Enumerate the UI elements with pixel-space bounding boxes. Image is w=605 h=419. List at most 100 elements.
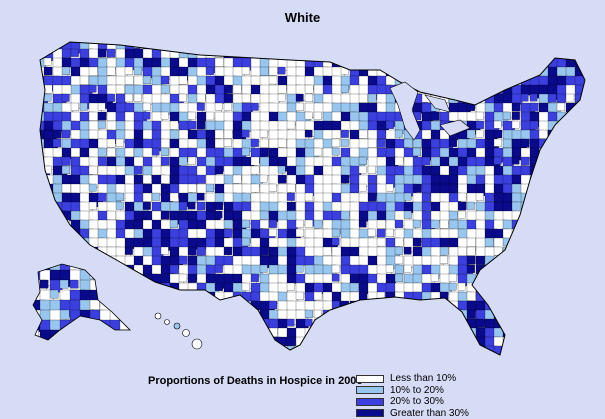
county-cell bbox=[179, 319, 189, 329]
county-cell bbox=[89, 328, 98, 337]
county-cell bbox=[449, 256, 459, 266]
county-cell bbox=[395, 49, 410, 64]
county-cell bbox=[89, 112, 98, 121]
county-cell bbox=[332, 310, 343, 321]
county-cell bbox=[179, 274, 187, 282]
county-cell bbox=[287, 103, 297, 113]
county-cell bbox=[161, 355, 173, 367]
legend-item-2: 10% to 20% bbox=[356, 385, 469, 397]
county-cell bbox=[350, 40, 361, 51]
county-cell bbox=[224, 238, 234, 248]
county-cell bbox=[269, 40, 282, 53]
county-cell bbox=[512, 238, 520, 246]
county-cell bbox=[242, 310, 257, 325]
county-cell bbox=[98, 355, 106, 363]
county-cell bbox=[278, 220, 288, 230]
county-cell bbox=[413, 328, 422, 337]
county-cell bbox=[395, 166, 404, 175]
county-cell bbox=[584, 166, 597, 179]
county-cell bbox=[368, 58, 377, 67]
county-cell bbox=[449, 85, 458, 94]
county-cell bbox=[143, 121, 152, 130]
county-cell bbox=[512, 229, 527, 244]
county-cell bbox=[476, 85, 485, 94]
county-cell bbox=[494, 283, 505, 294]
county-cell bbox=[44, 247, 56, 259]
county-cell bbox=[120, 340, 136, 356]
county-cell bbox=[584, 238, 595, 249]
county-cell bbox=[404, 310, 419, 325]
county-cell bbox=[404, 292, 414, 302]
county-cell bbox=[467, 49, 476, 58]
county-cell bbox=[305, 130, 312, 137]
county-cell bbox=[449, 265, 459, 275]
county-cell bbox=[395, 220, 403, 228]
county-cell bbox=[530, 283, 540, 293]
county-cell bbox=[557, 274, 568, 285]
county-cell bbox=[125, 292, 137, 304]
county-cell bbox=[359, 310, 371, 322]
county-cell bbox=[89, 355, 101, 367]
county-cell bbox=[575, 103, 588, 116]
county-cell bbox=[359, 40, 374, 55]
county-cell bbox=[62, 94, 69, 101]
county-cell bbox=[341, 337, 355, 351]
county-cell bbox=[413, 139, 422, 148]
county-cell bbox=[476, 148, 486, 158]
county-cell bbox=[557, 112, 572, 127]
legend-label: Less than 10% bbox=[390, 373, 456, 384]
county-cell bbox=[521, 40, 534, 53]
county-cell bbox=[467, 247, 475, 255]
county-cell bbox=[386, 184, 393, 191]
county-cell bbox=[100, 260, 114, 274]
county-cell bbox=[512, 292, 522, 302]
county-cell bbox=[368, 193, 376, 201]
county-cell bbox=[161, 328, 171, 338]
county-cell bbox=[233, 328, 245, 340]
county-cell bbox=[120, 330, 137, 347]
county-cell bbox=[575, 337, 583, 345]
county-cell bbox=[566, 148, 577, 159]
county-cell bbox=[530, 319, 542, 331]
county-cell bbox=[557, 94, 566, 103]
county-cell bbox=[269, 76, 277, 84]
county-cell bbox=[130, 280, 139, 289]
county-cell bbox=[575, 121, 589, 135]
county-cell bbox=[143, 355, 153, 365]
county-cell bbox=[80, 103, 87, 110]
county-cell bbox=[134, 274, 142, 282]
county-cell bbox=[530, 292, 540, 302]
county-cell bbox=[305, 310, 313, 318]
county-cell bbox=[134, 166, 142, 174]
county-cell bbox=[404, 139, 413, 148]
county-cell bbox=[458, 211, 465, 218]
legend-item-1: Less than 10% bbox=[356, 373, 469, 385]
county-cell bbox=[188, 175, 198, 185]
county-cell bbox=[215, 40, 228, 53]
county-cell bbox=[44, 94, 51, 101]
county-cell bbox=[89, 184, 96, 191]
county-cell bbox=[440, 310, 454, 324]
county-cell bbox=[224, 202, 234, 212]
county-cell bbox=[242, 346, 256, 360]
county-cell bbox=[584, 157, 597, 170]
county-cell bbox=[350, 310, 359, 319]
county-cell bbox=[467, 301, 477, 311]
county-cell bbox=[269, 103, 279, 113]
county-cell bbox=[224, 220, 232, 228]
county-cell bbox=[314, 49, 327, 62]
county-cell bbox=[377, 310, 386, 319]
county-cell bbox=[125, 283, 139, 297]
county-cell bbox=[575, 112, 590, 127]
county-cell bbox=[584, 112, 595, 123]
county-cell bbox=[332, 319, 344, 331]
county-cell bbox=[530, 193, 541, 204]
county-cell bbox=[251, 346, 258, 353]
county-cell bbox=[35, 229, 48, 242]
county-cell bbox=[110, 260, 119, 269]
county-cell bbox=[314, 355, 323, 364]
county-cell bbox=[98, 103, 105, 110]
county-cell bbox=[458, 310, 468, 320]
county-cell bbox=[530, 355, 538, 363]
county-cell bbox=[125, 202, 134, 211]
